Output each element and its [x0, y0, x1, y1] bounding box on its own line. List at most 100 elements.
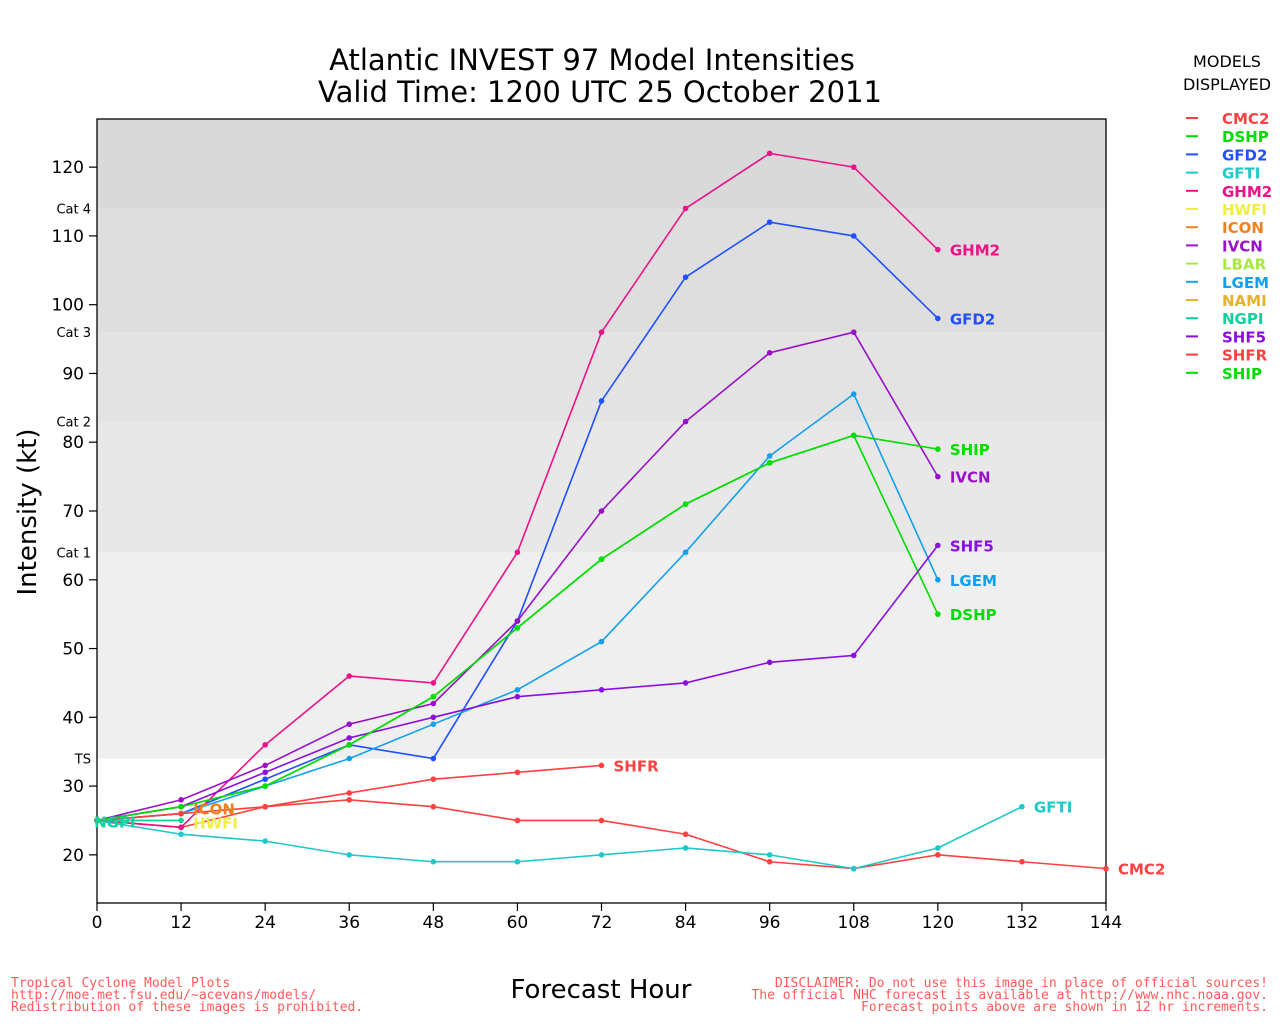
series-layer — [94, 150, 1109, 872]
point-gfti — [766, 852, 773, 858]
legend-label-cmc2: CMC2 — [1222, 110, 1269, 128]
x-axis: 0 12 24 36 48 60 72 84 96 108 120 132 144 — [92, 903, 1122, 933]
category-labels: TS Cat 1 Cat 2 Cat 3 Cat 4 — [56, 202, 91, 767]
point-shf5 — [430, 714, 437, 721]
end-label-dshp: DSHP — [950, 606, 997, 624]
end-label-shfr: SHFR — [614, 757, 660, 775]
series-ship — [94, 432, 941, 824]
point-gfti — [598, 852, 605, 858]
x-tick-label: 0 — [92, 913, 103, 933]
point-shf5 — [935, 542, 941, 549]
point-cmc2 — [935, 852, 941, 858]
x-tick-label: 12 — [170, 913, 192, 933]
band-label-cat-2: Cat 2 — [56, 416, 91, 431]
band-label-cat-4: Cat 4 — [56, 202, 91, 217]
point-ivcn — [346, 721, 353, 727]
point-ghm2 — [682, 205, 689, 212]
legend-label-dshp: DSHP — [1222, 128, 1269, 146]
point-cmc2 — [1019, 858, 1025, 865]
point-cmc2 — [682, 831, 689, 838]
band-ts — [97, 552, 1106, 759]
legend-label-icon: ICON — [1222, 219, 1264, 237]
point-ghm2 — [766, 150, 773, 157]
footer-right-line1: DISCLAIMER: Do not use this image in pla… — [775, 976, 1268, 991]
point-shf5 — [346, 735, 353, 741]
band-label-cat-3: Cat 3 — [56, 326, 91, 341]
point-gfti — [178, 831, 184, 838]
x-tick-label: 84 — [675, 913, 697, 933]
point-cmc2 — [430, 803, 437, 810]
point-shf5 — [514, 693, 521, 700]
point-ship — [682, 501, 689, 507]
footer: Tropical Cyclone Model Plots http://moe.… — [11, 976, 1268, 1015]
series-ghm2 — [94, 150, 941, 831]
legend-label-hwfi: HWFI — [1222, 201, 1267, 219]
point-gfd2 — [430, 755, 437, 762]
point-ghm2 — [514, 549, 521, 556]
point-ship — [346, 742, 353, 748]
point-ghm2 — [262, 742, 268, 748]
legend-title-line2: DISPLAYED — [1183, 75, 1271, 94]
point-shf5 — [682, 680, 689, 686]
x-tick-label: 24 — [254, 913, 276, 933]
y-tick-label: 20 — [62, 846, 84, 866]
chart-title: Atlantic INVEST 97 Model Intensities — [329, 43, 855, 77]
point-ghm2 — [935, 246, 941, 253]
legend-label-ivcn: IVCN — [1222, 237, 1263, 255]
point-gfd2 — [850, 233, 857, 239]
point-shfr — [346, 790, 353, 796]
point-lgem — [682, 549, 689, 556]
point-cmc2 — [766, 858, 773, 865]
series-line-cmc2 — [96, 799, 1107, 870]
y-tick-label: 80 — [62, 433, 84, 453]
point-shf5 — [598, 687, 605, 693]
point-ivcn — [766, 350, 773, 356]
point-shfr — [598, 762, 605, 769]
y-tick-label: 120 — [52, 158, 84, 178]
x-tick-label: 36 — [338, 913, 360, 933]
point-shfr — [430, 776, 437, 783]
x-tick-label: 48 — [423, 913, 445, 933]
point-gfti — [682, 845, 689, 851]
point-ivcn — [935, 473, 941, 480]
legend-label-nami: NAMI — [1222, 292, 1267, 310]
band-cat-3 — [97, 208, 1106, 333]
point-ivcn — [262, 762, 268, 769]
point-dshp — [935, 611, 941, 617]
point-gfti — [430, 858, 437, 865]
end-label-cmc2: CMC2 — [1118, 861, 1165, 879]
series-gfti — [94, 803, 1025, 872]
series-shf5 — [94, 542, 941, 824]
y-tick-label: 100 — [52, 296, 84, 316]
end-label-shf5: SHF5 — [950, 537, 994, 555]
band-label-ts: TS — [74, 753, 91, 768]
legend-label-lgem: LGEM — [1222, 274, 1269, 292]
point-gfti — [262, 838, 268, 844]
band-cat-4 — [97, 119, 1106, 209]
footer-right-line3: Forecast points above are shown in 12 hr… — [861, 1000, 1268, 1015]
point-lgem — [430, 721, 437, 727]
x-tick-label: 132 — [1006, 913, 1038, 933]
x-tick-label: 60 — [507, 913, 529, 933]
end-label-hwfi: HWFI — [193, 814, 238, 832]
point-cmc2 — [346, 797, 353, 803]
end-label-lgem: LGEM — [950, 572, 997, 590]
point-ghm2 — [178, 824, 184, 831]
point-ship — [850, 432, 857, 439]
legend: MODELS DISPLAYED CMC2DSHPGFD2GFTIGHM2HWF… — [1183, 52, 1272, 383]
point-shfr — [262, 803, 268, 810]
point-ship — [94, 817, 100, 824]
point-gfti — [935, 845, 941, 851]
y-tick-label: 50 — [62, 640, 84, 660]
x-tick-label: 72 — [591, 913, 613, 933]
y-tick-label: 70 — [62, 502, 84, 522]
footer-left-line2: http://moe.met.fsu.edu/~acevans/models/ — [11, 988, 316, 1003]
x-tick-label: 144 — [1090, 913, 1122, 933]
series-ivcn — [94, 329, 941, 824]
y-tick-label: 30 — [62, 777, 84, 797]
legend-label-ghm2: GHM2 — [1222, 183, 1272, 201]
point-shf5 — [850, 652, 857, 659]
x-axis-title: Forecast Hour — [511, 975, 692, 1005]
point-gfd2 — [682, 274, 689, 280]
point-gfd2 — [262, 776, 268, 783]
